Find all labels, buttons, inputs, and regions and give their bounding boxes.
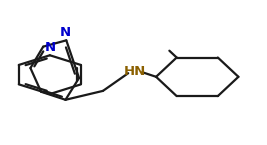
Text: N: N xyxy=(44,41,55,54)
Text: HN: HN xyxy=(124,65,146,78)
Text: N: N xyxy=(60,26,70,39)
